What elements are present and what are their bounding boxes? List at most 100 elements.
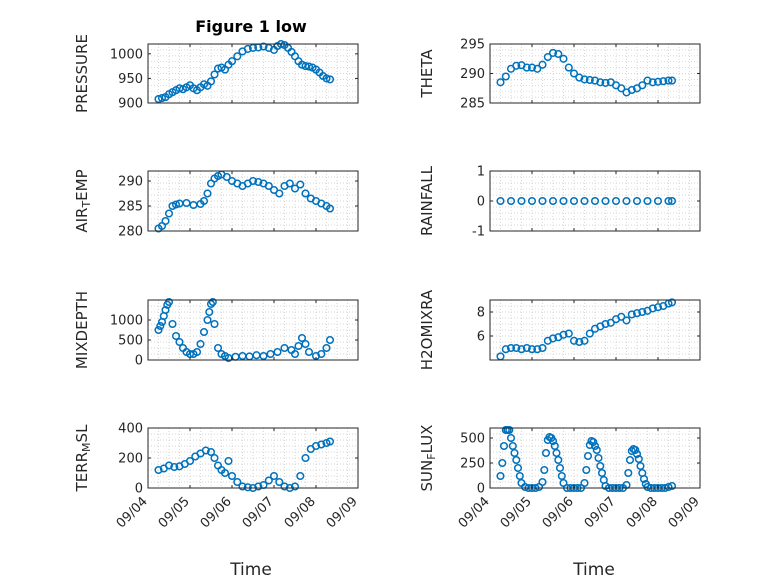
data-point [538, 196, 547, 206]
data-point [664, 196, 673, 206]
ylabel: AIRTEMP [73, 169, 93, 232]
ytick-label: 0 [135, 482, 143, 497]
data-point [161, 216, 170, 226]
data-point [653, 303, 663, 312]
data-point [601, 196, 610, 206]
data-point [596, 78, 605, 87]
data-point [624, 468, 633, 478]
data-point [597, 468, 607, 478]
ytick-label: 285 [460, 97, 485, 112]
data-point [199, 327, 209, 337]
data-point [625, 455, 635, 465]
data-point [538, 477, 547, 487]
data-point [506, 343, 516, 353]
data-point [622, 196, 631, 206]
data-point [564, 63, 573, 72]
data-point [585, 329, 594, 338]
ylabel: MIXDEPTH [73, 291, 91, 369]
ytick-label: 0 [477, 482, 485, 497]
data-point [559, 196, 568, 206]
data-point [168, 319, 177, 329]
data-point [322, 343, 331, 353]
axes-box [489, 427, 701, 489]
data-point [227, 471, 237, 481]
data-point [564, 329, 573, 338]
data-point [210, 70, 219, 79]
data-point [538, 60, 547, 69]
data-point [208, 297, 217, 307]
data-point [601, 319, 610, 329]
subplot-air-temp: 280 285 290 AIRTEMP [73, 169, 359, 240]
data-point [554, 455, 563, 465]
data-point [554, 49, 563, 59]
data-point [596, 461, 605, 471]
data-point [569, 69, 579, 78]
data-point [582, 465, 591, 475]
xlabel-left: Time [229, 560, 272, 580]
data-point [317, 349, 326, 359]
data-point [513, 463, 523, 473]
data-point [498, 458, 507, 468]
ytick-label: -1 [472, 225, 485, 240]
data-point [594, 453, 603, 463]
data-point [297, 333, 307, 343]
data-point [569, 336, 579, 345]
subplot-theta: 285 290 295 THETA [418, 38, 701, 112]
data-point [227, 57, 237, 66]
data-point [508, 441, 517, 451]
ytick-label: 295 [460, 38, 485, 53]
data-point [548, 196, 558, 206]
data-point [233, 477, 242, 487]
subplot-h2omixra: 6 8 H2OMIXRA [418, 289, 701, 370]
data-point [205, 307, 214, 317]
data-point [540, 465, 549, 475]
data-point [301, 339, 310, 349]
data-point [290, 349, 300, 359]
data-point [238, 482, 247, 491]
data-point [632, 449, 642, 459]
data-point [154, 95, 163, 104]
ylabel: SUNFLUX [418, 425, 438, 492]
data-point [583, 451, 593, 461]
ytick-label: 285 [118, 200, 143, 215]
data-point [222, 172, 231, 182]
data-point [161, 305, 170, 315]
data-point [206, 299, 216, 309]
subplot-mixdepth: 0 500 1000 MIXDEPTH [73, 291, 359, 369]
data-point [210, 319, 219, 329]
data-point [304, 62, 314, 71]
data-point [643, 76, 652, 85]
data-point [322, 74, 331, 83]
ytick-label: 500 [460, 432, 485, 447]
data-point [164, 209, 174, 218]
data-point [254, 177, 263, 187]
data-point [606, 318, 615, 327]
data-point [632, 309, 642, 318]
data-point [590, 76, 600, 85]
ytick-label: 1 [477, 165, 485, 180]
data-point [548, 334, 558, 343]
data-point [201, 446, 210, 455]
data-point [515, 471, 524, 481]
series-markers [496, 48, 677, 97]
data-point [164, 297, 174, 307]
data-point [224, 456, 233, 466]
data-point [259, 351, 268, 361]
data-point [653, 77, 663, 86]
data-point [280, 482, 289, 491]
data-point [585, 75, 594, 85]
data-point [550, 441, 559, 451]
data-point [311, 441, 321, 451]
data-point [182, 198, 191, 208]
data-point [555, 463, 565, 473]
data-point [575, 73, 584, 82]
grid [490, 44, 700, 103]
ylabel: THETA [418, 49, 436, 99]
subplot-pressure: 900 950 1000 PRESSURE [73, 34, 359, 113]
data-point [501, 72, 510, 81]
data-point [548, 436, 558, 446]
data-point [233, 52, 242, 61]
data-point [185, 456, 195, 466]
data-point [275, 189, 284, 198]
